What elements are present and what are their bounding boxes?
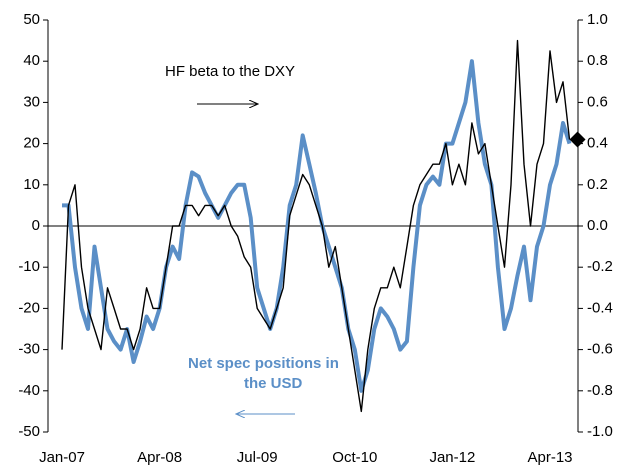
y-tick-label: 40 xyxy=(23,52,40,69)
y2-tick-label: -0.8 xyxy=(587,382,613,399)
y-tick-label: -10 xyxy=(18,258,40,275)
y-tick-label: -20 xyxy=(18,299,40,316)
end-marker xyxy=(569,131,586,148)
series-line xyxy=(62,59,572,393)
annotation: Net spec positions in xyxy=(188,355,339,372)
y2-tick-label: -0.6 xyxy=(587,341,613,358)
y2-tick-label: 0.8 xyxy=(587,52,608,69)
y2-tick-label: 1.0 xyxy=(587,11,608,28)
y2-tick-label: 0.6 xyxy=(587,93,608,110)
y-tick-label: -40 xyxy=(18,382,40,399)
y-tick-label: -50 xyxy=(18,423,40,440)
y-tick-label: 30 xyxy=(23,93,40,110)
x-tick-label: Jan-12 xyxy=(429,449,475,466)
series-line xyxy=(61,39,571,413)
y2-tick-label: 0.2 xyxy=(587,176,608,193)
annotation: HF beta to the DXY xyxy=(165,63,295,80)
y-tick-label: 50 xyxy=(23,11,40,28)
x-tick-label: Jan-07 xyxy=(39,449,85,466)
y-tick-label: 0 xyxy=(32,217,40,234)
y-tick-label: -30 xyxy=(18,341,40,358)
y2-tick-label: -0.4 xyxy=(587,299,613,316)
y2-tick-label: 0.0 xyxy=(587,217,608,234)
x-tick-label: Apr-08 xyxy=(137,449,182,466)
y-tick-label: 10 xyxy=(23,176,40,193)
y2-tick-label: 0.4 xyxy=(587,135,608,152)
x-tick-label: Apr-13 xyxy=(527,449,572,466)
y2-tick-label: -0.2 xyxy=(587,258,613,275)
annotation: the USD xyxy=(244,375,303,392)
x-tick-label: Oct-10 xyxy=(332,449,377,466)
y-tick-label: 20 xyxy=(23,135,40,152)
y2-tick-label: -1.0 xyxy=(587,423,613,440)
x-tick-label: Jul-09 xyxy=(237,449,278,466)
